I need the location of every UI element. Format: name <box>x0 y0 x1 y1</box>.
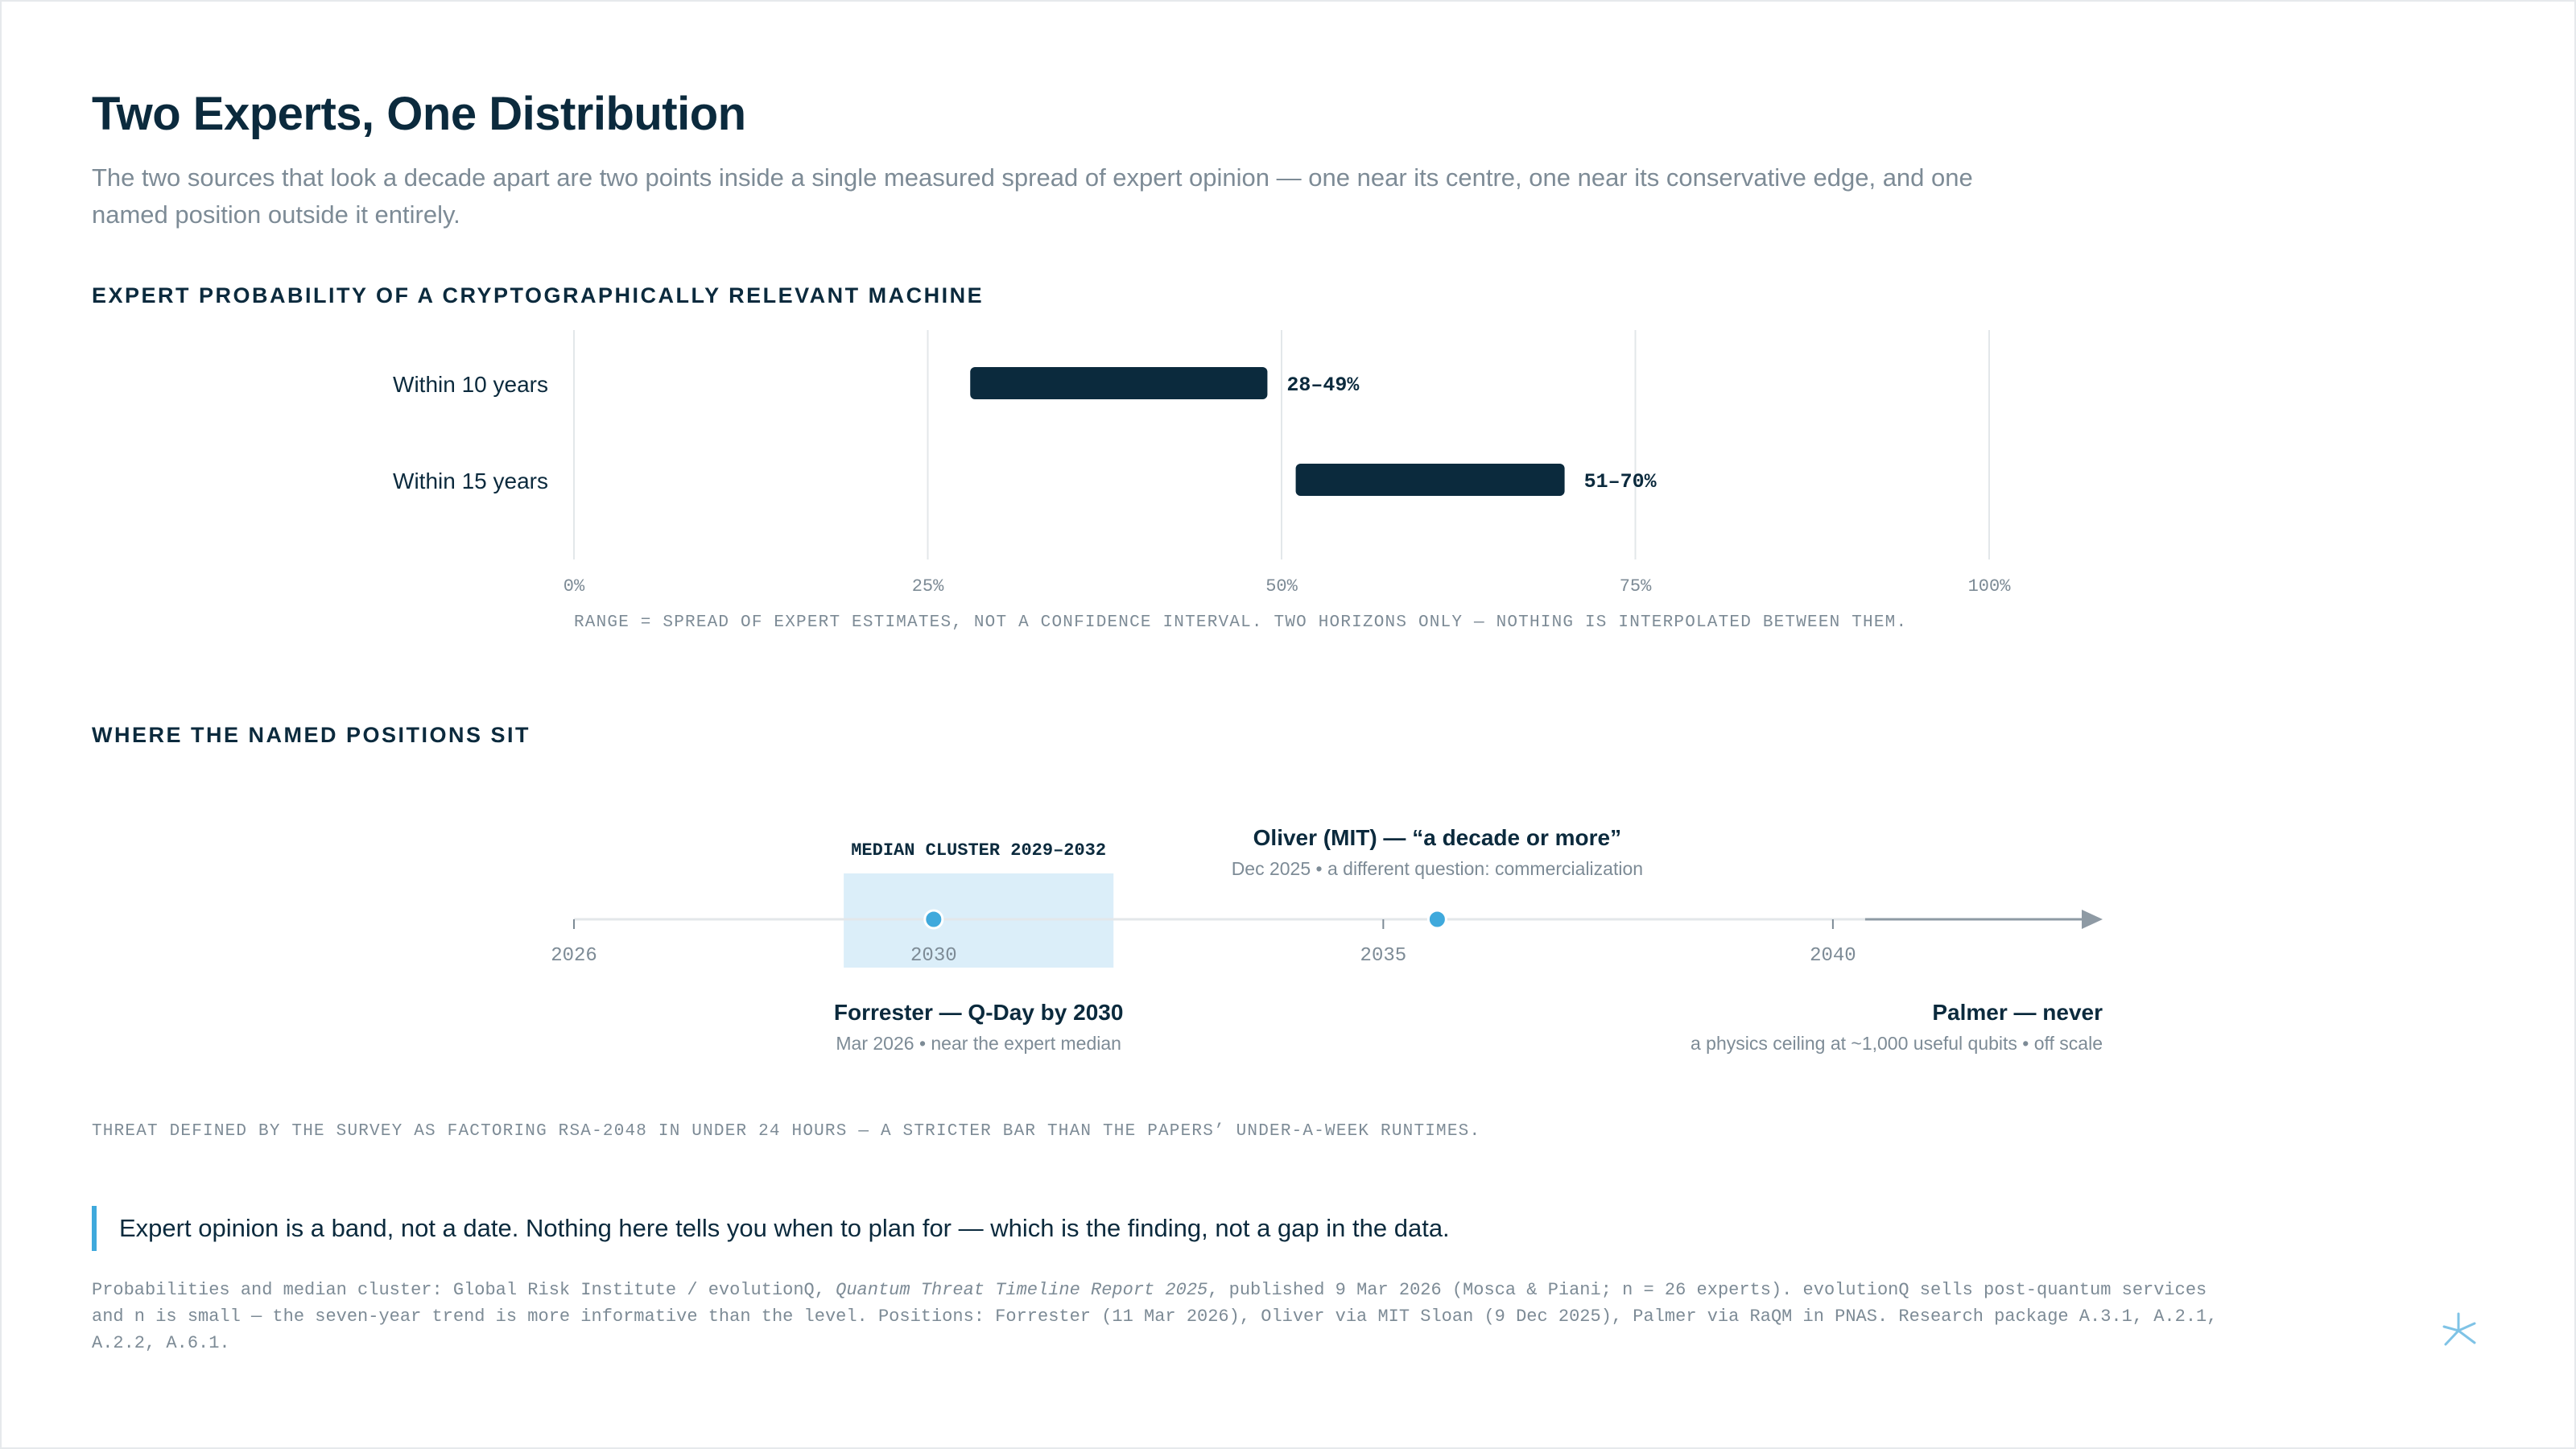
range-chart: 0% 25% 50% 75% 100% Within 10 years 28–49% With… <box>393 330 2012 632</box>
page-subtitle: The two sources that look a decade apart… <box>92 163 1973 229</box>
timeline-tick-label: 2026 <box>551 945 597 967</box>
x-tick-label: 0% <box>564 576 585 597</box>
timeline-chart: MEDIAN CLUSTER 2029–2032 2026 2030 2035 2040… <box>551 825 2103 1054</box>
position-point <box>1426 909 1447 930</box>
x-tick-label: 75% <box>1620 576 1652 597</box>
key-finding-callout: Expert opinion is a band, not a date. No… <box>92 1206 1450 1251</box>
timeline-tick-label: 2030 <box>910 945 957 967</box>
range-value-label: 51–70% <box>1584 470 1657 493</box>
x-tick-label: 50% <box>1265 576 1298 597</box>
threat-definition-note: THREAT DEFINED BY THE SURVEY AS FACTORIN… <box>92 1122 1481 1141</box>
range-value-label: 28–49% <box>1286 374 1360 397</box>
source-footnote: Probabilities and median cluster: Global… <box>92 1277 2249 1356</box>
section-label-positions: WHERE THE NAMED POSITIONS SIT <box>92 723 531 747</box>
category-label: Within 10 years <box>393 372 548 397</box>
category-label: Within 15 years <box>393 469 548 493</box>
section-label-probability: EXPERT PROBABILITY OF A CRYPTOGRAPHICALL… <box>92 283 985 308</box>
position-detail: Dec 2025 • a different question: commerc… <box>1232 858 1643 879</box>
position-point <box>923 909 944 930</box>
off-scale-position-name: Palmer — never <box>1932 1000 2103 1025</box>
x-tick-label: 100% <box>1968 576 2012 597</box>
x-tick-label: 25% <box>912 576 944 597</box>
median-cluster-label: MEDIAN CLUSTER 2029–2032 <box>851 840 1106 861</box>
range-note: RANGE = SPREAD OF EXPERT ESTIMATES, NOT … <box>574 613 1907 632</box>
range-bar <box>1295 464 1565 496</box>
page-title: Two Experts, One Distribution <box>92 88 746 140</box>
timeline-tick-label: 2040 <box>1810 945 1856 967</box>
position-name: Oliver (MIT) — “a decade or more” <box>1253 825 1621 850</box>
off-scale-arrow-head-icon <box>2082 910 2103 929</box>
footnote-post: , published 9 Mar 2026 (Mosca & Piani; n… <box>92 1280 2218 1353</box>
position-name: Forrester — Q-Day by 2030 <box>834 1000 1124 1025</box>
off-scale-position-detail: a physics ceiling at ~1,000 useful qubit… <box>1690 1033 2103 1054</box>
footnote-report-title: Quantum Threat Timeline Report 2025 <box>836 1280 1208 1300</box>
position-detail: Mar 2026 • near the expert median <box>836 1033 1121 1054</box>
timeline-tick-label: 2035 <box>1360 945 1407 967</box>
range-bar <box>970 367 1268 399</box>
asterisk-logo-icon <box>2442 1312 2476 1346</box>
footnote-pre: Probabilities and median cluster: Global… <box>92 1280 836 1300</box>
